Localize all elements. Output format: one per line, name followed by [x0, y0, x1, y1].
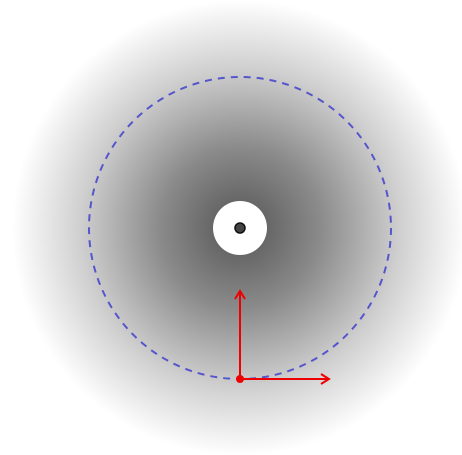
center-dot [234, 222, 246, 234]
particle [236, 375, 244, 383]
